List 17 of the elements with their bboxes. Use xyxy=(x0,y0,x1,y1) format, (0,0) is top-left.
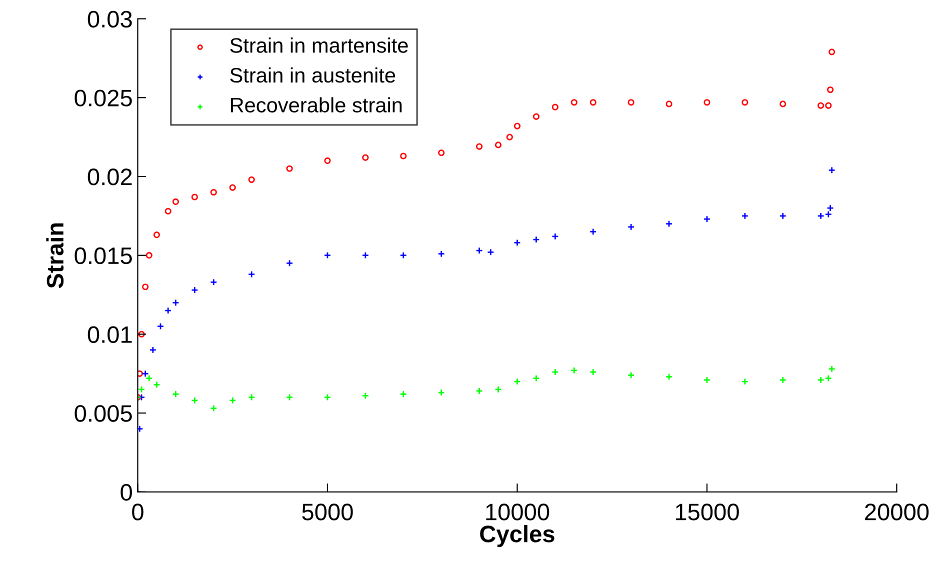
y-axis-title: Strain xyxy=(46,223,64,288)
y-tick-label: 0.015 xyxy=(74,247,132,264)
y-tick-label: 0.01 xyxy=(88,326,132,343)
x-tick-label: 10000 xyxy=(486,504,550,520)
legend-label: Recoverable strain xyxy=(230,97,402,113)
x-axis-title: Cycles xyxy=(480,525,554,548)
y-tick-label: 0.03 xyxy=(88,10,132,28)
y-tick-label: 0.02 xyxy=(88,168,132,186)
x-tick-label: 20000 xyxy=(865,504,929,520)
y-tick-label: 0.025 xyxy=(74,90,132,106)
y-tick-label: 0 xyxy=(120,484,132,501)
x-tick-label: 5000 xyxy=(302,504,353,520)
x-tick-label: 15000 xyxy=(676,504,739,520)
x-tick-label: 0 xyxy=(132,504,144,520)
legend-label: Strain in martensite xyxy=(230,38,408,53)
y-tick-label: 0.005 xyxy=(74,405,132,422)
legend-label: Strain in austenite xyxy=(230,67,396,83)
